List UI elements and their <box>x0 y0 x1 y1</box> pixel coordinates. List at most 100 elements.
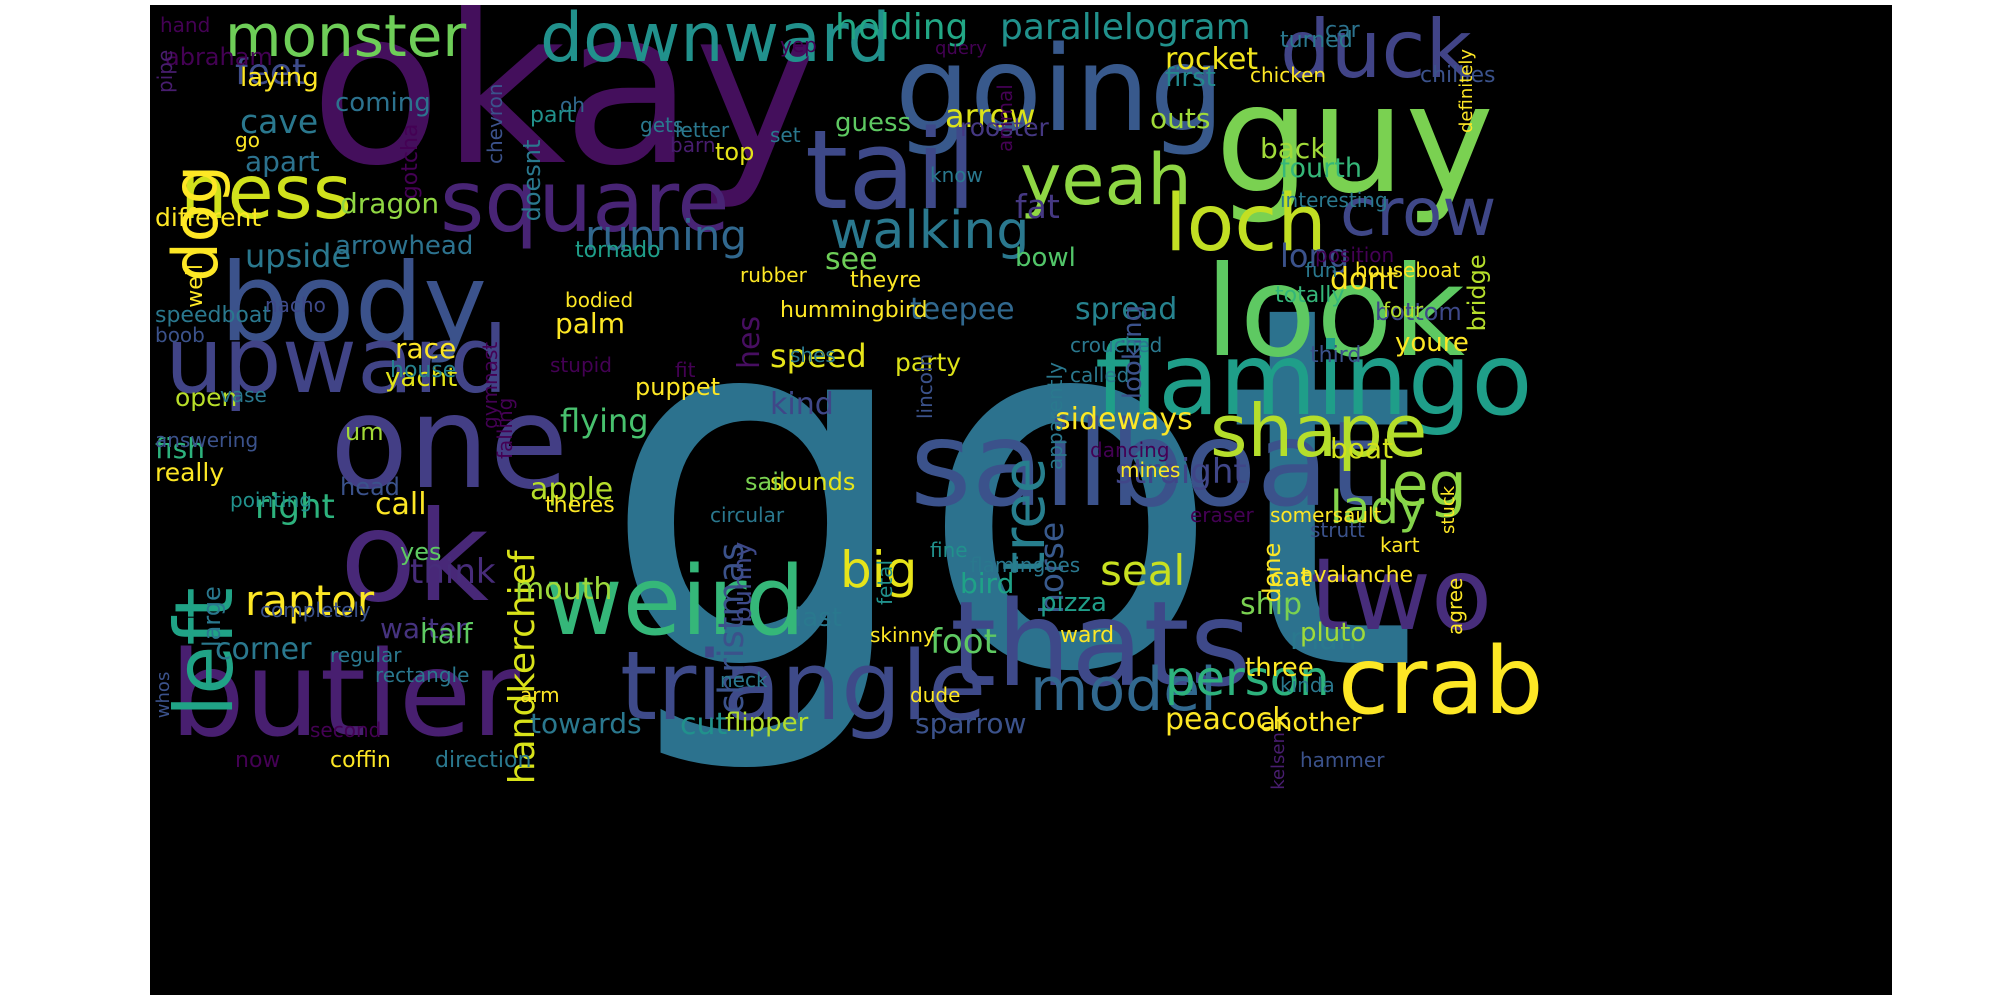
cloud-word: four <box>1383 300 1423 320</box>
cloud-word: called <box>1070 365 1129 385</box>
cloud-word: outs <box>1150 105 1210 133</box>
cloud-word: apparently <box>1045 362 1065 470</box>
cloud-word: doesnt <box>520 140 544 222</box>
word-cloud: got okay sailboat guy going one thats look ok but… <box>150 5 1892 995</box>
cloud-word: foot <box>930 625 997 659</box>
cloud-word: towards <box>530 710 642 738</box>
cloud-word: turned <box>1280 30 1353 52</box>
cloud-word: back <box>1260 135 1327 163</box>
cloud-word: guess <box>835 110 911 136</box>
cloud-word: animal <box>995 84 1015 152</box>
cloud-word: set <box>770 125 801 145</box>
cloud-word: boat <box>1330 435 1393 463</box>
cloud-word: dude <box>910 685 960 705</box>
cloud-word: sideways <box>1055 405 1193 435</box>
cloud-word: interesting <box>1280 190 1388 210</box>
cloud-word: pluto <box>1300 620 1366 646</box>
cloud-word: rubber <box>740 265 807 285</box>
cloud-word: flying <box>560 405 649 437</box>
cloud-word: arm <box>520 685 560 705</box>
cloud-word: corner <box>215 635 311 665</box>
cloud-word: definitely <box>1458 49 1476 133</box>
cloud-word: go <box>235 130 260 150</box>
cloud-word: gotcha <box>400 124 422 200</box>
cloud-word: yep <box>780 35 817 55</box>
cloud-word: hes <box>735 316 765 369</box>
cloud-word: last <box>795 605 842 631</box>
cloud-word: hand <box>160 15 210 35</box>
cloud-word: stupid <box>550 355 612 375</box>
cloud-word: um <box>345 420 384 444</box>
cloud-word: fine <box>930 540 968 560</box>
cloud-word: now <box>235 750 280 772</box>
cloud-word: pizza <box>1040 590 1107 616</box>
cloud-word: pipe <box>155 50 175 93</box>
cloud-word: first <box>1165 65 1216 91</box>
cloud-word: crouched <box>1070 335 1162 355</box>
cloud-word: rectangle <box>375 665 469 685</box>
cloud-word: fit <box>675 360 695 380</box>
cloud-word: bodied <box>565 290 633 310</box>
cloud-word: bridge <box>1465 254 1489 331</box>
cloud-word: strutt <box>1310 520 1365 540</box>
cloud-word: direction <box>435 750 531 772</box>
cloud-word: really <box>155 460 224 485</box>
cloud-word: bowl <box>1015 245 1076 271</box>
cloud-word: nacho <box>265 295 326 315</box>
cloud-word: vase <box>220 385 267 405</box>
cloud-word: second <box>310 720 381 740</box>
cloud-word: boob <box>155 325 205 345</box>
cloud-word: circular <box>710 505 784 525</box>
cloud-word: flipper <box>725 710 808 736</box>
cloud-word: kart <box>1380 535 1420 555</box>
cloud-word: barn <box>670 135 716 155</box>
cloud-word: parallelogram <box>1000 10 1251 46</box>
cloud-word: avalanche <box>1300 565 1413 587</box>
cloud-word: query <box>935 40 987 58</box>
cloud-word: know <box>930 165 983 185</box>
cloud-word: abraham <box>165 45 273 69</box>
cloud-word: mouth <box>515 575 612 605</box>
cloud-word: skinny <box>870 625 935 645</box>
cloud-word: large <box>200 586 224 647</box>
cloud-word: kind <box>770 390 834 420</box>
cloud-word: neck <box>720 670 768 690</box>
cloud-word: regular <box>330 645 402 665</box>
cloud-word: fun <box>1305 260 1337 280</box>
cloud-word: houseboat <box>1355 260 1460 280</box>
cloud-word: youre <box>1395 330 1469 356</box>
cloud-word: cut <box>680 710 727 740</box>
cloud-word: chicken <box>1250 65 1326 85</box>
cloud-word: coming <box>335 90 431 116</box>
cloud-word: house <box>390 360 456 382</box>
cloud-word: theyre <box>850 270 921 292</box>
cloud-word: coffin <box>330 750 391 772</box>
cloud-word: part <box>530 105 575 127</box>
cloud-word: answering <box>155 430 258 450</box>
cloud-word: theres <box>545 495 615 517</box>
cloud-word: gets <box>640 115 683 135</box>
cloud-word: well <box>185 264 207 308</box>
cloud-word: falling <box>495 398 515 459</box>
cloud-word: apart <box>245 148 320 176</box>
cloud-word: shes <box>790 345 836 365</box>
cloud-word: eraser <box>1190 505 1254 525</box>
cloud-word: third <box>1310 345 1361 367</box>
cloud-word: kinda <box>1280 675 1335 695</box>
cloud-word: dancing <box>1090 440 1170 460</box>
cloud-word: fat <box>1015 190 1060 223</box>
cloud-word: totally <box>1275 285 1344 307</box>
cloud-word: dragon <box>340 190 439 218</box>
cloud-word: ward <box>1060 625 1114 647</box>
cloud-word: whos <box>155 672 173 719</box>
cloud-word: arrowhead <box>335 233 473 259</box>
cloud-word: sparrow <box>915 710 1026 738</box>
cloud-word: hummingbird <box>780 300 927 322</box>
cloud-word: head <box>340 475 400 499</box>
cloud-word: bunny <box>730 542 756 623</box>
cloud-word: hammer <box>1300 750 1384 770</box>
cloud-word: yes <box>400 540 441 564</box>
cloud-word: agree <box>1445 578 1465 635</box>
cloud-word: fetal <box>875 560 895 605</box>
cloud-word: tornado <box>575 240 661 262</box>
